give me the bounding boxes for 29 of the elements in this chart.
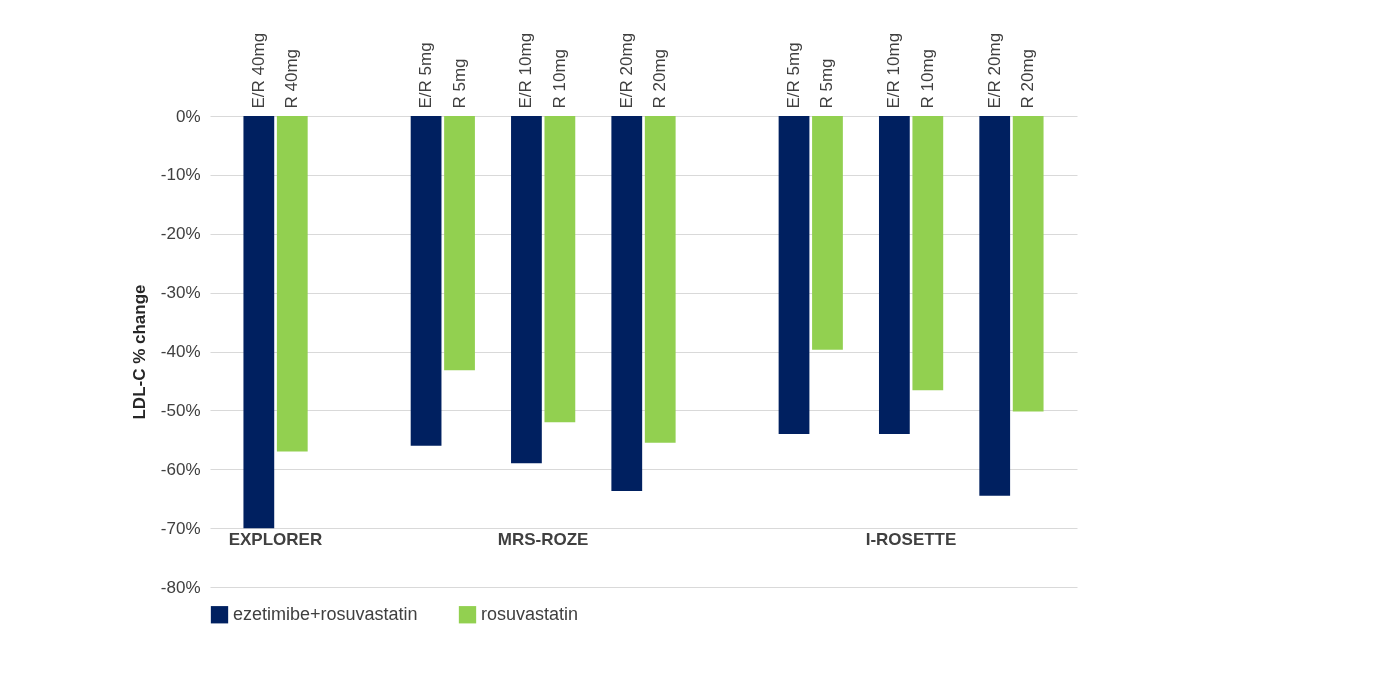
y-tick-label: -30% bbox=[160, 283, 201, 303]
legend-label: ezetimibe+rosuvastatin bbox=[233, 603, 418, 624]
y-axis-title: LDL-C % change bbox=[129, 284, 149, 420]
annotation: EXPLORER bbox=[228, 529, 323, 549]
x-tick-label: R 20mg bbox=[650, 48, 670, 109]
x-tick-label: R 10mg bbox=[549, 48, 569, 109]
x-tick-label: R 20mg bbox=[1018, 48, 1038, 109]
x-tick-label: E/R 5mg bbox=[784, 42, 804, 109]
y-tick-label: 0% bbox=[175, 106, 201, 126]
y-tick-label: -20% bbox=[160, 224, 201, 244]
x-tick-label: E/R 5mg bbox=[416, 42, 436, 109]
x-tick-label: E/R 40mg bbox=[248, 32, 268, 109]
y-tick-label: -70% bbox=[160, 518, 201, 538]
x-tick-label: E/R 10mg bbox=[884, 32, 904, 109]
x-tick-label: R 5mg bbox=[449, 58, 469, 109]
x-tick-label: E/R 20mg bbox=[616, 32, 636, 109]
x-tick-label: E/R 10mg bbox=[516, 32, 536, 109]
legend-label: rosuvastatin bbox=[481, 603, 579, 624]
y-tick-label: -80% bbox=[160, 577, 201, 597]
x-tick-label: R 5mg bbox=[817, 58, 837, 109]
annotation: MRS-ROZE bbox=[497, 529, 589, 549]
x-tick-label: E/R 20mg bbox=[984, 32, 1004, 109]
x-tick-label: R 10mg bbox=[917, 48, 937, 109]
y-tick-label: -40% bbox=[160, 342, 201, 361]
y-tick-label: -10% bbox=[160, 165, 201, 185]
y-tick-label: -60% bbox=[160, 459, 201, 479]
annotation: I-ROSETTE bbox=[865, 529, 957, 549]
x-tick-label: R 40mg bbox=[282, 48, 302, 109]
y-tick-label: -50% bbox=[160, 400, 201, 420]
